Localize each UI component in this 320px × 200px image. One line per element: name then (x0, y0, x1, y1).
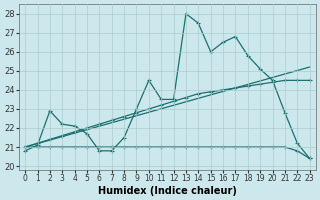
X-axis label: Humidex (Indice chaleur): Humidex (Indice chaleur) (98, 186, 237, 196)
